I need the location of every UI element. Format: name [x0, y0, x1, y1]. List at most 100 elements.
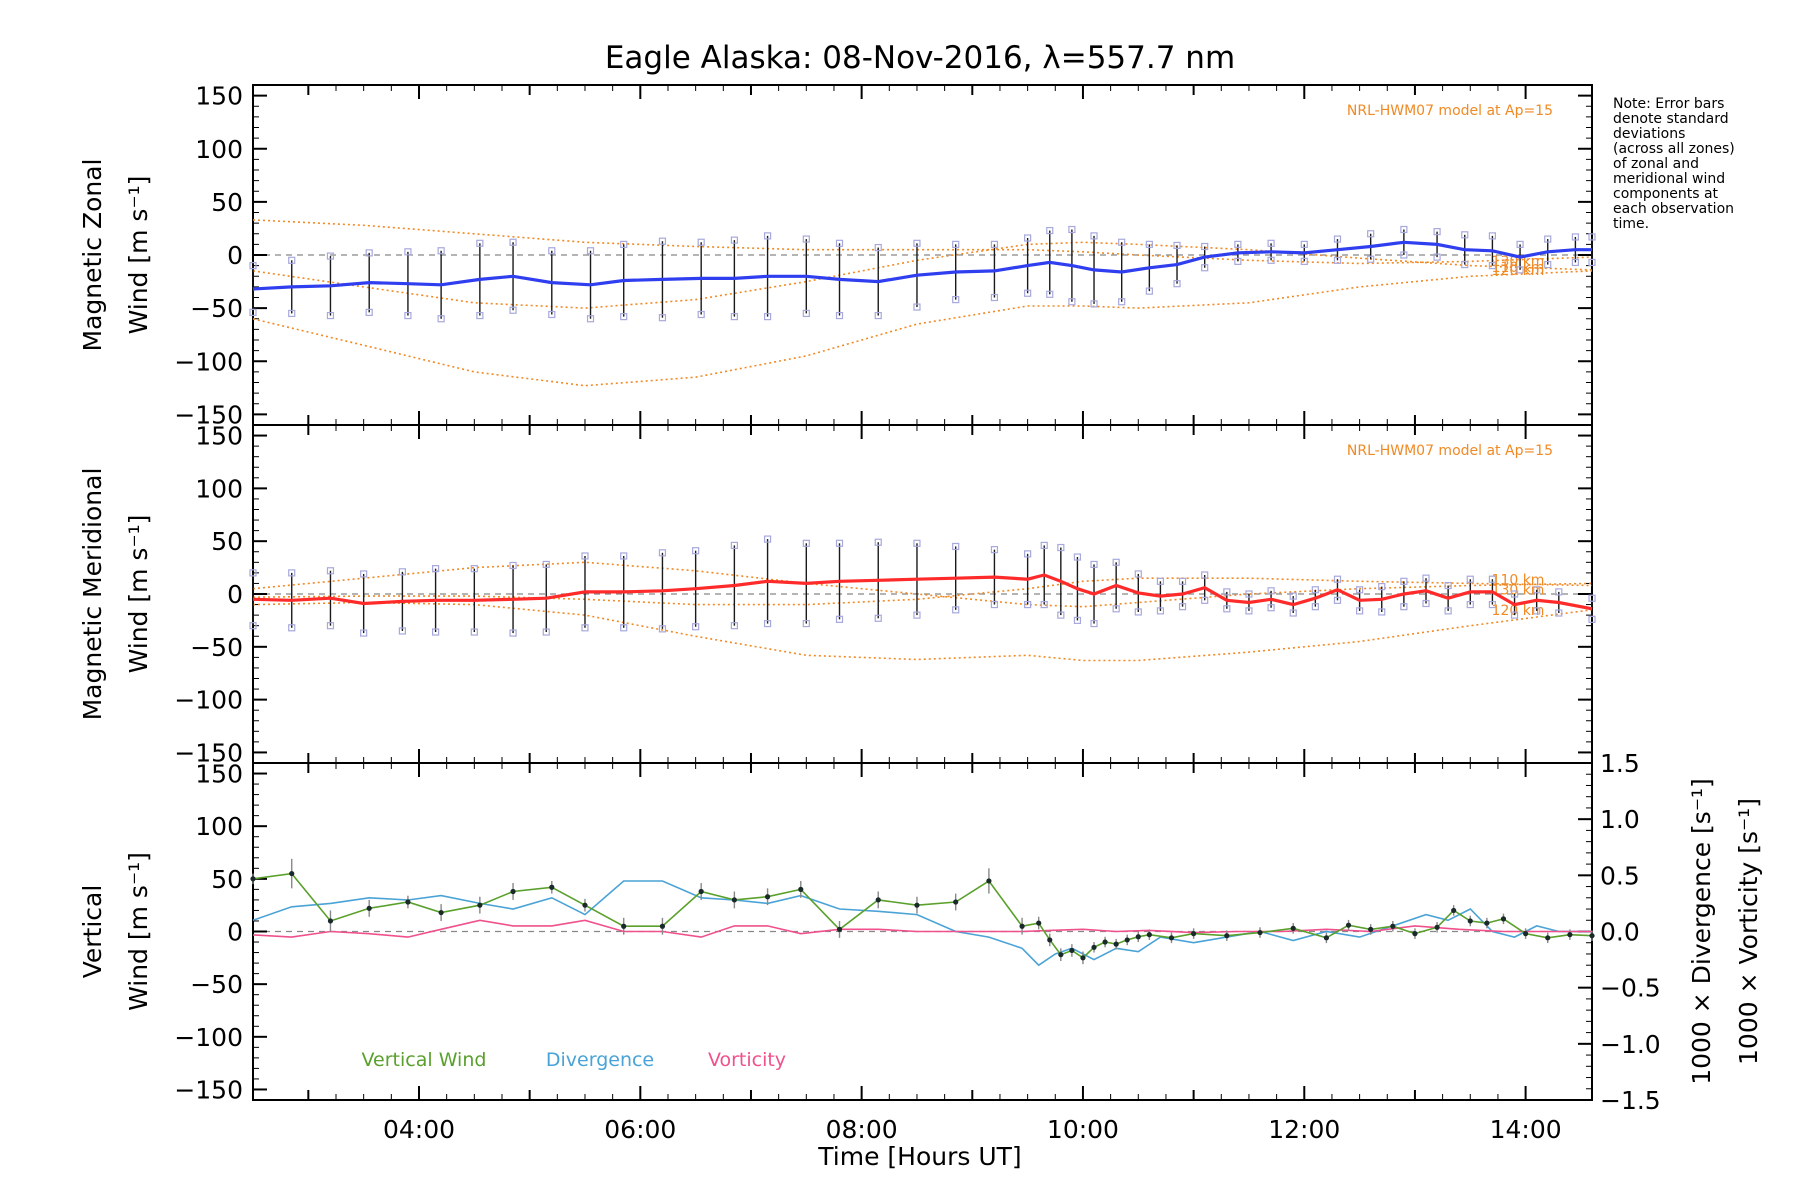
zone-marker: [1201, 596, 1209, 604]
meridional-wind-line: [252, 573, 1593, 611]
y-tick-label: 100: [195, 135, 243, 164]
vertical-wind-point: [1019, 923, 1025, 929]
y2-tick-label: −1.0: [1600, 1030, 1661, 1059]
model-curve: [252, 219, 1593, 265]
vertical-wind-point: [1523, 931, 1529, 937]
note-line: deviations: [1613, 126, 1685, 142]
zone-marker: [874, 243, 882, 252]
vertical-wind-point: [1146, 932, 1152, 938]
legend-item: Divergence: [546, 1049, 654, 1071]
zone-marker: [913, 303, 921, 311]
vertical-wind-point: [1484, 920, 1490, 926]
zone-marker: [548, 310, 556, 319]
zone-marker: [586, 315, 595, 323]
y-tick-label: 50: [211, 865, 243, 894]
vertical-wind-point: [510, 888, 516, 895]
zone-marker: [1400, 603, 1408, 611]
zone-marker: [763, 232, 772, 240]
vertical-wind-point: [1257, 929, 1263, 936]
model-altitude-label: 130 km: [1492, 254, 1545, 270]
vertical-wind-point: [1434, 924, 1440, 930]
zone-marker: [1356, 586, 1364, 594]
y-tick-label: 0: [227, 580, 243, 609]
zone-marker: [763, 313, 772, 321]
y-tick-label: 50: [211, 188, 243, 217]
zone-marker: [1090, 232, 1098, 240]
zone-marker: [620, 313, 628, 321]
zone-marker: [360, 629, 368, 637]
y-axis-label-bottom: Wind [m s⁻¹]: [124, 852, 153, 1011]
zone-marker: [1356, 607, 1364, 615]
vertical-wind-point: [1390, 923, 1396, 929]
zone-marker: [1245, 607, 1253, 615]
zone-marker: [1461, 231, 1469, 239]
zone-marker: [1073, 553, 1082, 561]
zone-marker: [437, 247, 445, 255]
note-line: denote standard: [1613, 111, 1729, 127]
zone-marker: [1510, 590, 1519, 598]
zone-marker: [952, 542, 960, 551]
y-tick-label: −50: [190, 294, 243, 323]
zone-marker: [1118, 238, 1126, 246]
zone-marker: [1333, 575, 1342, 583]
vertical-wind-point: [1451, 907, 1457, 914]
zone-marker: [730, 236, 738, 244]
zone-marker: [1488, 232, 1497, 240]
panel-zonal: −150 −100 −50 0 50 100 150 Magnetic Zonal Wind […: [78, 82, 1596, 429]
zone-marker: [1571, 233, 1580, 241]
zone-marker: [835, 239, 844, 247]
zone-marker: [1555, 609, 1563, 617]
zone-marker: [874, 614, 882, 622]
zone-marker: [249, 569, 257, 577]
zone-marker: [1068, 225, 1076, 234]
zone-marker: [620, 552, 628, 560]
zone-marker: [1046, 226, 1054, 235]
zone-marker: [1289, 592, 1297, 600]
y2-axis-label-vorticity: 1000 × Vorticity [s⁻¹]: [1734, 798, 1763, 1065]
vertical-wind-point: [621, 923, 627, 929]
zone-marker: [1057, 611, 1065, 619]
vertical-wind-point: [405, 899, 411, 905]
zone-marker: [470, 565, 478, 573]
model-curve: [252, 270, 1593, 387]
x-tick-label: 08:00: [826, 1115, 898, 1144]
y-tick-label: −100: [174, 686, 243, 715]
x-tick-label: 14:00: [1490, 1115, 1562, 1144]
zone-marker: [1367, 230, 1375, 238]
vertical-wind-point: [1124, 937, 1130, 943]
zonal-wind-line: [252, 240, 1592, 291]
zone-marker: [509, 629, 517, 637]
zone-marker: [763, 535, 772, 543]
zone-marker: [437, 315, 445, 323]
y-axis-label-bottom: Wind [m s⁻¹]: [124, 176, 153, 335]
zone-marker: [365, 308, 373, 316]
chart-title: Eagle Alaska: 08-Nov-2016, λ=557.7 nm: [605, 40, 1235, 76]
model-altitude-label: 110 km: [1492, 572, 1545, 588]
model-curve: [252, 241, 1593, 309]
y-axis-label-top: Magnetic Meridional: [78, 468, 107, 721]
zone-marker: [1178, 603, 1187, 611]
zone-marker: [1333, 596, 1342, 604]
zone-marker: [548, 247, 556, 255]
y-tick-label: 0: [227, 241, 243, 270]
y2-tick-label: 0.5: [1600, 861, 1640, 890]
zone-marker: [365, 249, 373, 257]
zone-marker: [360, 570, 368, 578]
y2-tick-label: −0.5: [1600, 974, 1661, 1003]
zone-marker: [288, 309, 296, 318]
zone-marker: [1533, 607, 1541, 615]
zone-marker: [1040, 541, 1048, 550]
vertical-wind-point: [1058, 952, 1064, 958]
zone-marker: [730, 541, 738, 550]
vertical-wind-point: [1113, 941, 1119, 947]
zone-marker: [1090, 300, 1098, 308]
vertical-wind-point: [731, 897, 737, 903]
y-tick-label: 100: [195, 812, 243, 841]
y-tick-label: −150: [174, 1075, 243, 1104]
zone-marker: [398, 568, 406, 576]
zone-marker: [1400, 577, 1408, 585]
zone-marker: [1267, 239, 1275, 247]
zone-marker: [730, 622, 738, 630]
zone-marker: [874, 311, 882, 320]
x-tick-label: 12:00: [1268, 1115, 1340, 1144]
